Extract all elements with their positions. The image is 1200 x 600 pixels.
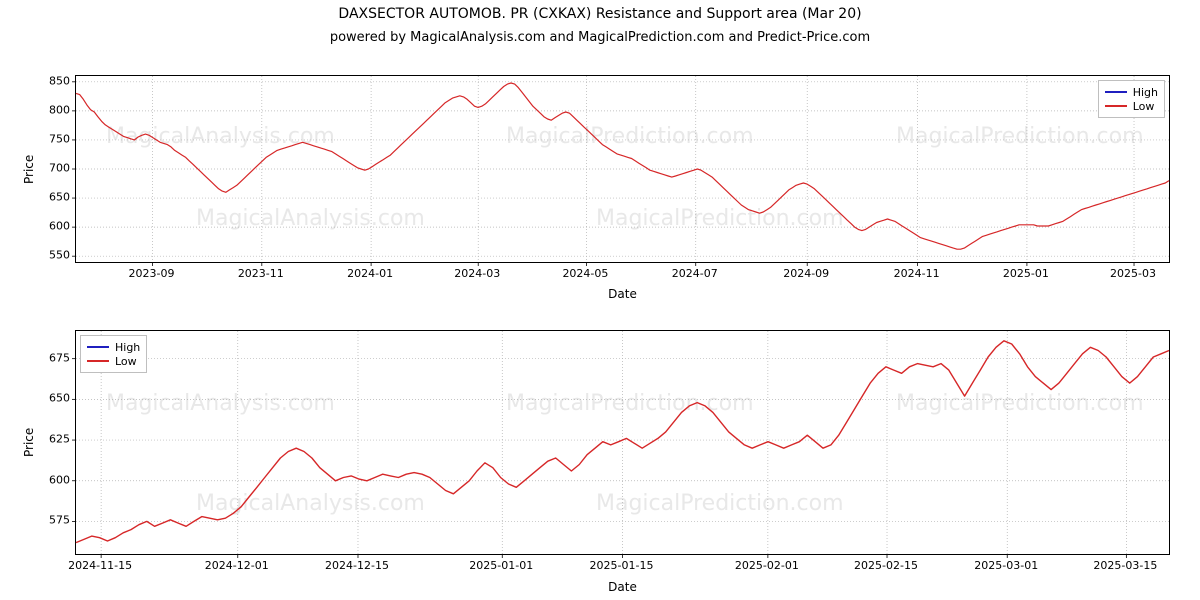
xtick-label: 2024-07 <box>672 267 718 280</box>
panel1-price-chart: MagicalAnalysis.com MagicalPrediction.co… <box>75 75 1170 263</box>
xtick-label: 2024-11 <box>894 267 940 280</box>
ytick-label: 550 <box>10 249 70 262</box>
legend-item: Low <box>1105 99 1158 113</box>
ytick-label: 600 <box>10 473 70 486</box>
legend: HighLow <box>1098 80 1165 118</box>
legend-line <box>87 360 109 362</box>
xtick-label: 2025-03 <box>1110 267 1156 280</box>
ytick-label: 850 <box>10 74 70 87</box>
xtick-label: 2025-01-15 <box>590 559 654 572</box>
xtick-label: 2024-12-01 <box>205 559 269 572</box>
panel2-svg <box>76 331 1169 554</box>
ytick-label: 675 <box>10 351 70 364</box>
xtick-label: 2025-01 <box>1003 267 1049 280</box>
panel1-xlabel: Date <box>75 287 1170 301</box>
legend: HighLow <box>80 335 147 373</box>
legend-line <box>1105 105 1127 107</box>
ytick-label: 600 <box>10 220 70 233</box>
panel2-price-chart: MagicalAnalysis.com MagicalPrediction.co… <box>75 330 1170 555</box>
legend-label: High <box>1133 86 1158 99</box>
ytick-label: 750 <box>10 132 70 145</box>
xtick-label: 2025-02-01 <box>735 559 799 572</box>
xtick-label: 2024-09 <box>783 267 829 280</box>
ytick-label: 700 <box>10 162 70 175</box>
xtick-label: 2024-03 <box>454 267 500 280</box>
ytick-label: 625 <box>10 433 70 446</box>
xtick-label: 2025-02-15 <box>854 559 918 572</box>
panel1-svg <box>76 76 1169 262</box>
ytick-label: 800 <box>10 103 70 116</box>
panel2-xlabel: Date <box>75 580 1170 594</box>
low-series <box>76 341 1169 543</box>
legend-label: Low <box>1133 100 1155 113</box>
ytick-label: 650 <box>10 392 70 405</box>
legend-item: High <box>87 340 140 354</box>
ytick-label: 575 <box>10 514 70 527</box>
xtick-label: 2024-01 <box>347 267 393 280</box>
legend-item: Low <box>87 354 140 368</box>
xtick-label: 2024-05 <box>562 267 608 280</box>
xtick-label: 2025-01-01 <box>469 559 533 572</box>
legend-label: Low <box>115 355 137 368</box>
legend-label: High <box>115 341 140 354</box>
chart-title: DAXSECTOR AUTOMOB. PR (CXKAX) Resistance… <box>0 6 1200 22</box>
xtick-label: 2024-12-15 <box>325 559 389 572</box>
xtick-label: 2023-11 <box>238 267 284 280</box>
figure: DAXSECTOR AUTOMOB. PR (CXKAX) Resistance… <box>0 0 1200 600</box>
chart-subtitle: powered by MagicalAnalysis.com and Magic… <box>0 30 1200 45</box>
xtick-label: 2025-03-15 <box>1093 559 1157 572</box>
xtick-label: 2025-03-01 <box>974 559 1038 572</box>
low-series <box>76 83 1169 249</box>
xtick-label: 2023-09 <box>129 267 175 280</box>
legend-item: High <box>1105 85 1158 99</box>
ytick-label: 650 <box>10 191 70 204</box>
legend-line <box>1105 91 1127 93</box>
legend-line <box>87 346 109 348</box>
xtick-label: 2024-11-15 <box>68 559 132 572</box>
